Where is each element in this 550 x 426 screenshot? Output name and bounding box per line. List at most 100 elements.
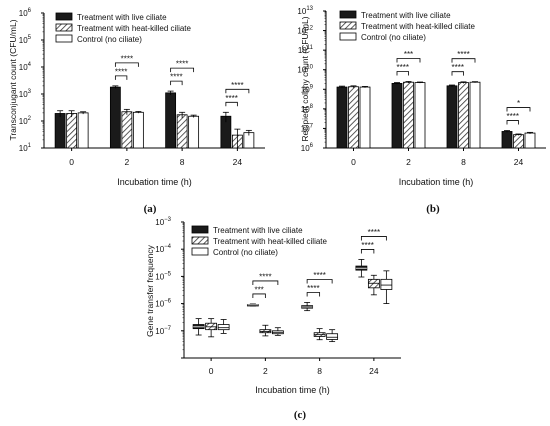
bar [109, 86, 121, 149]
y-tick-label: 104 [19, 62, 32, 72]
panel-label: (a) [144, 203, 157, 215]
bar [414, 82, 426, 149]
legend-label: Treatment with live ciliate [213, 226, 303, 235]
bar [132, 111, 144, 149]
x-tick-label: 8 [180, 157, 185, 167]
bar [403, 81, 414, 149]
legend-label: Treatment with heat-killed ciliate [361, 22, 476, 31]
significance-bracket [506, 120, 519, 125]
significance-label: **** [507, 112, 519, 121]
significance-label: **** [397, 63, 409, 72]
bar [391, 82, 403, 149]
significance-bracket [225, 88, 250, 94]
panel-label: (b) [426, 203, 440, 215]
significance-bracket [451, 58, 476, 63]
bar [524, 132, 536, 149]
significance-label: **** [452, 63, 464, 72]
x-tick-label: 24 [369, 366, 379, 376]
significance-bracket [252, 280, 279, 285]
y-tick-exponent: 6 [28, 8, 32, 14]
x-tick-label: 0 [351, 157, 356, 167]
y-tick-exponent: 9 [310, 84, 314, 90]
legend-label: Treatment with live ciliate [361, 11, 451, 20]
significance-bracket [170, 80, 183, 86]
significance-bracket [396, 58, 421, 63]
x-tick-label: 24 [514, 157, 524, 167]
bar [176, 114, 188, 149]
box [326, 333, 339, 340]
y-tick-label: 101 [19, 143, 32, 153]
legend-swatch [55, 12, 73, 21]
significance-bracket [225, 101, 238, 107]
significance-label: **** [176, 60, 188, 69]
box [380, 278, 393, 290]
y-tick-label: 102 [19, 116, 32, 126]
bar [446, 85, 458, 149]
significance-label: **** [231, 81, 243, 90]
legend-swatch [191, 236, 209, 245]
box [217, 324, 230, 331]
y-tick-label: 10−4 [155, 244, 171, 254]
y-tick-label: 10−5 [155, 271, 171, 281]
legend-swatch [339, 10, 357, 19]
legend-label: Treatment with live ciliate [77, 13, 167, 22]
significance-label: *** [404, 50, 413, 59]
significance-label: **** [361, 241, 373, 250]
y-axis-label: Transconjugant count (CFU/mL) [8, 19, 18, 140]
significance-bracket [451, 71, 464, 76]
y-tick-label: 106 [19, 8, 32, 18]
y-tick-label: 1012 [297, 26, 313, 36]
legend-swatch [339, 32, 357, 41]
significance-label: *** [254, 285, 263, 294]
y-tick-exponent: 3 [28, 89, 32, 95]
legend-label: Control (no ciliate) [77, 35, 142, 44]
y-tick-exponent: −4 [164, 244, 172, 250]
bar [501, 131, 513, 149]
bar [359, 86, 371, 149]
y-tick-label: 103 [19, 89, 32, 99]
significance-label: **** [121, 54, 133, 63]
significance-bracket [170, 67, 195, 73]
significance-label: **** [225, 94, 237, 103]
y-tick-label: 105 [19, 35, 32, 45]
y-tick-exponent: 6 [310, 143, 314, 149]
x-tick-label: 2 [125, 157, 130, 167]
x-tick-label: 2 [406, 157, 411, 167]
y-tick-exponent: 10 [306, 65, 313, 71]
significance-bracket [306, 279, 333, 284]
significance-label: **** [368, 228, 380, 237]
x-tick-label: 0 [69, 157, 74, 167]
y-tick-exponent: 4 [28, 62, 32, 68]
y-tick-exponent: −3 [164, 217, 172, 223]
y-tick-label: 10−6 [155, 299, 171, 309]
y-tick-exponent: 1 [28, 143, 32, 149]
bar [121, 111, 133, 149]
y-tick-label: 10−3 [155, 217, 171, 227]
significance-bracket [306, 292, 321, 297]
x-tick-label: 24 [233, 157, 243, 167]
significance-bracket [396, 71, 409, 76]
y-tick-label: 1011 [298, 45, 314, 55]
y-tick-exponent: 11 [307, 45, 314, 51]
x-axis-label: Incubation time (h) [255, 385, 330, 395]
significance-bracket [252, 293, 266, 298]
legend-swatch [55, 23, 73, 32]
x-tick-label: 2 [263, 366, 268, 376]
x-tick-label: 8 [317, 366, 322, 376]
significance-bracket [506, 107, 531, 112]
significance-bracket [114, 75, 128, 80]
y-tick-exponent: 13 [306, 6, 313, 12]
significance-bracket [360, 236, 387, 241]
bar [188, 115, 200, 149]
y-tick-label: 108 [301, 104, 314, 114]
y-tick-exponent: 12 [306, 26, 313, 32]
significance-bracket [360, 249, 375, 254]
y-tick-exponent: 5 [28, 35, 32, 41]
legend-swatch [339, 21, 357, 30]
significance-label: **** [115, 67, 127, 76]
bar [77, 112, 89, 149]
legend-label: Control (no ciliate) [213, 248, 278, 257]
x-axis-label: Incubation time (h) [399, 177, 474, 187]
legend-label: Treatment with heat-killed ciliate [213, 237, 328, 246]
